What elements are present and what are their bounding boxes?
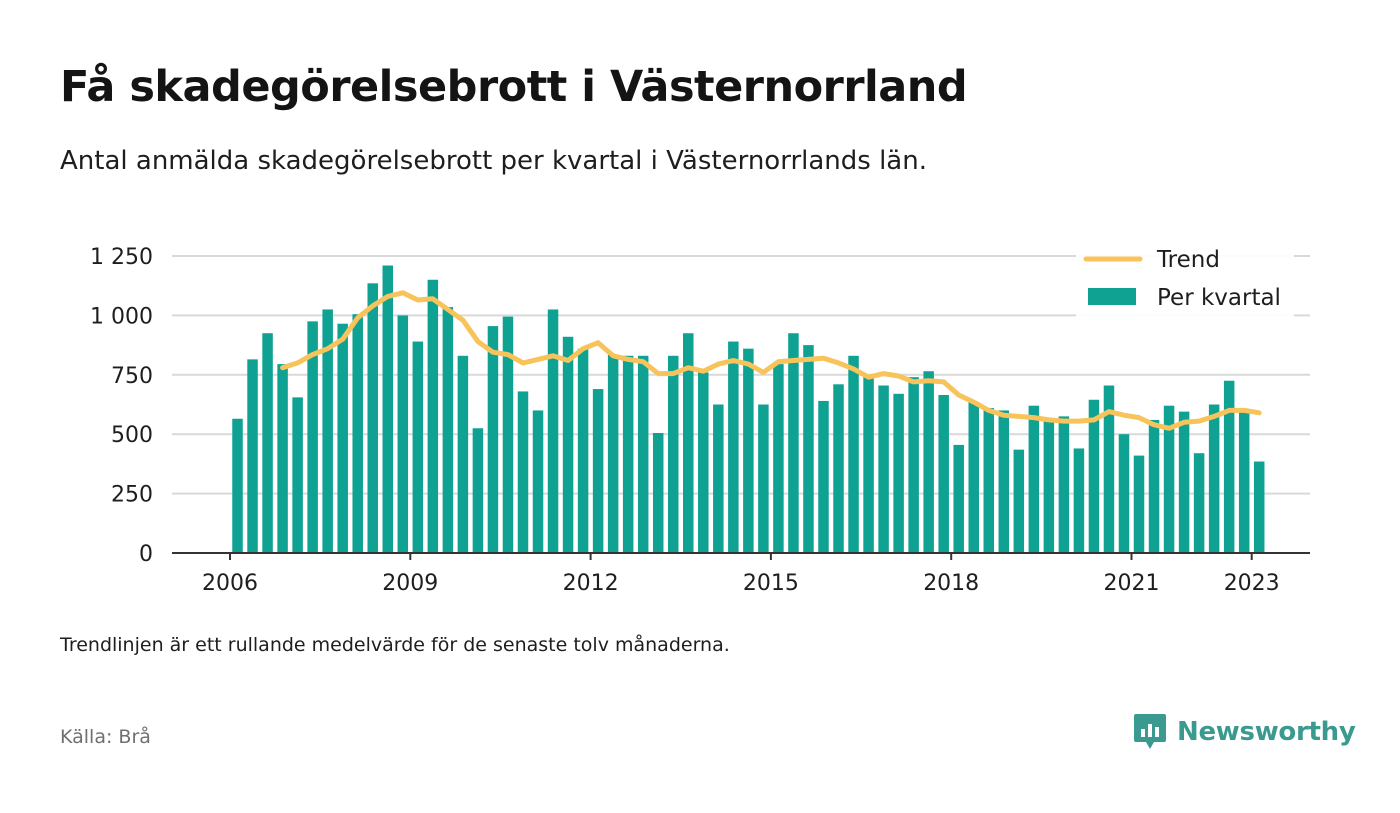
bar — [1208, 404, 1220, 553]
bar — [562, 336, 574, 553]
y-tick-label: 500 — [111, 423, 153, 448]
x-tick-label: 2009 — [382, 571, 438, 596]
bar — [713, 404, 724, 553]
bar — [1148, 419, 1160, 553]
bar — [397, 315, 409, 553]
bar — [818, 400, 829, 553]
bar — [1178, 411, 1190, 553]
bar — [532, 410, 544, 553]
bar — [938, 394, 949, 553]
bar — [1193, 453, 1205, 553]
bar — [247, 359, 258, 553]
bar — [863, 375, 874, 553]
legend: Trend Per kvartal — [1076, 238, 1294, 318]
bar — [1058, 416, 1070, 553]
y-tick-label: 750 — [111, 364, 153, 389]
bar — [788, 333, 799, 553]
y-tick-label: 0 — [139, 542, 153, 567]
bar — [1088, 399, 1100, 553]
bar — [953, 444, 964, 553]
y-tick-label: 1 000 — [90, 304, 153, 329]
bar — [502, 316, 514, 553]
bar — [698, 372, 709, 553]
bar — [487, 326, 499, 553]
x-tick-label: 2015 — [743, 571, 799, 596]
bar — [833, 384, 844, 553]
bar — [968, 402, 979, 553]
legend-bar-swatch — [1088, 288, 1136, 305]
bar — [803, 345, 814, 553]
x-tick-label: 2012 — [563, 571, 619, 596]
bar — [577, 348, 589, 553]
bar — [592, 389, 604, 553]
bar — [1073, 448, 1085, 553]
bar — [728, 341, 739, 553]
bar — [1013, 449, 1025, 553]
bar — [517, 391, 529, 553]
bar — [622, 355, 634, 553]
trend-series — [280, 290, 1262, 431]
legend-trend-label: Trend — [1156, 247, 1220, 273]
x-tick-label: 2021 — [1104, 571, 1160, 596]
bar — [607, 354, 619, 553]
bar — [667, 355, 679, 553]
y-tick-labels: 0 250 500 750 1 000 1 250 — [90, 245, 153, 567]
x-tick-labels: 2006 2009 2012 2015 2018 2021 2023 — [202, 553, 1280, 596]
bar — [322, 309, 333, 553]
bar — [442, 307, 454, 553]
bar — [337, 323, 348, 553]
legend-bar-label: Per kvartal — [1157, 285, 1281, 311]
bar — [652, 433, 664, 553]
bar — [743, 348, 754, 553]
bar — [1223, 380, 1235, 553]
bar — [1028, 405, 1040, 553]
chart-title: Få skadegörelsebrott i Västernorrland — [60, 62, 968, 112]
bar — [262, 333, 273, 553]
bar — [1253, 461, 1265, 553]
x-tick-label: 2023 — [1224, 571, 1280, 596]
y-tick-label: 1 250 — [90, 245, 153, 270]
bar — [1238, 411, 1250, 553]
bar — [292, 397, 303, 553]
source-credit: Källa: Brå — [60, 726, 151, 748]
bar — [848, 355, 859, 553]
bar — [427, 279, 439, 553]
bar-series — [232, 265, 1265, 553]
x-tick-label: 2006 — [202, 571, 258, 596]
bar — [893, 393, 904, 553]
bar — [1043, 421, 1055, 553]
bar — [1103, 385, 1115, 553]
bar — [232, 418, 243, 553]
chart-subtitle: Antal anmälda skadegörelsebrott per kvar… — [60, 146, 927, 176]
bar — [352, 314, 363, 553]
brand-logo: Newsworthy — [1133, 712, 1356, 752]
bar — [878, 385, 889, 553]
bar — [547, 309, 559, 553]
bar — [758, 404, 769, 553]
bar — [412, 341, 424, 553]
bar — [307, 321, 318, 553]
y-tick-label: 250 — [111, 483, 153, 508]
bar — [472, 428, 484, 553]
bar — [998, 410, 1010, 553]
brand-name: Newsworthy — [1177, 717, 1356, 747]
bar — [908, 377, 919, 553]
bar — [277, 364, 288, 553]
bar — [382, 265, 394, 553]
bar — [1163, 405, 1175, 553]
bar — [923, 371, 934, 553]
newsworthy-logo-icon — [1134, 714, 1166, 749]
bar — [637, 355, 649, 553]
bar — [683, 333, 694, 553]
trend-line — [280, 290, 1262, 431]
bar — [1118, 434, 1130, 553]
bar — [457, 355, 469, 553]
bar — [1133, 455, 1145, 553]
x-tick-label: 2018 — [923, 571, 979, 596]
chart-footnote: Trendlinjen är ett rullande medelvärde f… — [60, 634, 730, 656]
bar — [983, 408, 995, 553]
bar — [773, 364, 784, 553]
bar — [367, 283, 378, 553]
